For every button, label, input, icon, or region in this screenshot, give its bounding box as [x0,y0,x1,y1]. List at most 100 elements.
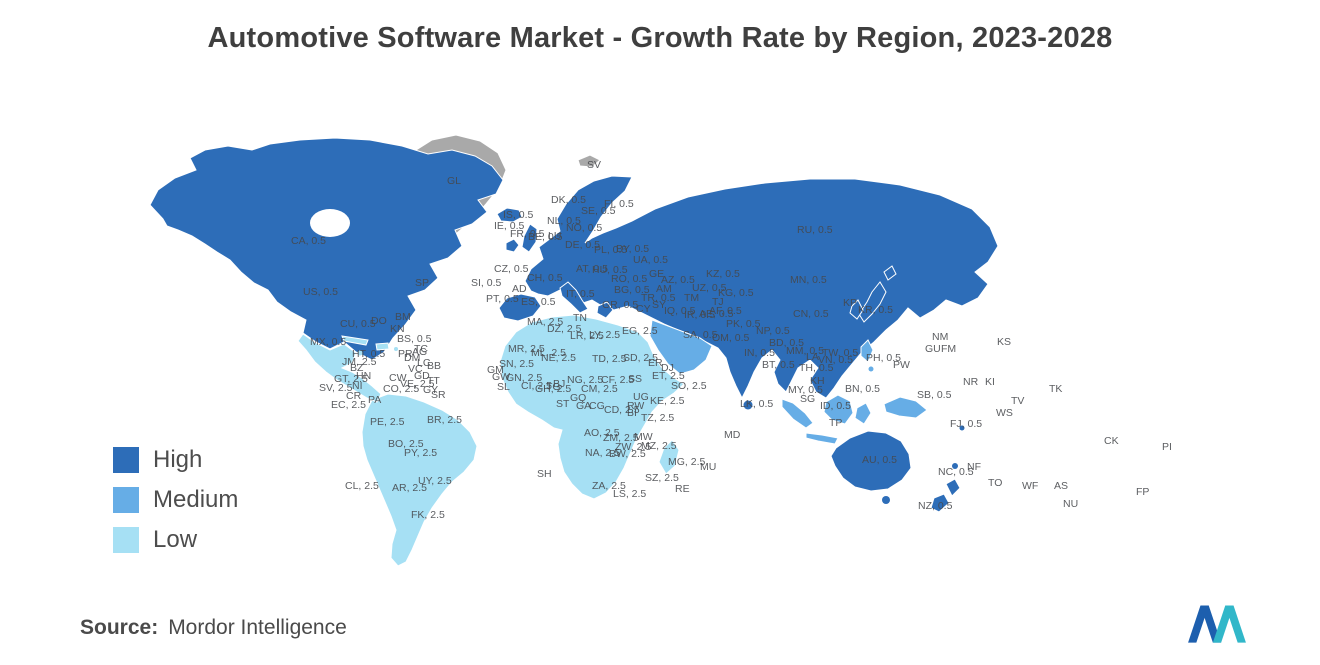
country-label: ST [556,398,570,410]
country-label: DK, 0.5 [551,194,586,206]
country-label: CZ, 0.5 [494,263,529,275]
country-label: NZ, 0.5 [918,500,953,512]
country-label: TZ, 2.5 [641,412,674,424]
country-label: CI, 2.5 [521,380,552,392]
source-label: Source: [80,616,159,639]
country-label: TV [1011,395,1024,407]
country-label: GH, 2.5 [535,383,571,395]
legend-item-high: High [113,446,238,474]
country-label: ID, 0.5 [820,400,851,412]
country-label: BZ [350,362,364,374]
country-label: PI [1162,441,1172,453]
country-label: CA, 0.5 [291,235,326,247]
country-label: ER [648,357,663,369]
country-label: IQ, 0.5 [664,305,696,317]
country-label: HN [356,370,371,382]
country-label: TO [988,477,1002,489]
country-label: KR, 0.5 [858,304,893,316]
country-label: KH [810,375,825,387]
landmass-italy [559,281,589,314]
country-label: NO, 0.5 [566,222,602,234]
landmass-svalbard [577,154,601,168]
country-label: BS, 0.5 [397,333,432,345]
country-label: WF [1022,480,1038,492]
country-label: CK [1104,435,1119,447]
country-label: BR, 2.5 [427,414,462,426]
country-label: LS, 2.5 [613,488,646,500]
landmass-central-america-mexico [297,333,382,403]
country-label: TJ [712,296,724,308]
country-label: KS [997,336,1011,348]
country-label: BB [427,360,441,372]
country-label: MN, 0.5 [790,274,827,286]
country-label: CG [589,400,605,412]
country-label: BY, 0.5 [616,243,649,255]
country-label: SG [800,393,815,405]
country-label: GA [576,400,591,412]
country-label: BG, 0.5 [614,284,650,296]
mordor-logo-mark [1188,605,1246,643]
country-label: GR, 0.5 [602,299,638,311]
country-label: US, 0.5 [303,286,338,298]
country-label: SE, 0.5 [581,205,616,217]
country-label: SR [431,389,446,401]
country-label: GQ [570,392,586,404]
country-label: GM [487,364,504,376]
country-label: BJ [553,378,565,390]
country-label: TC [414,343,428,355]
country-label: MA, 2.5 [527,316,563,328]
country-label: MM, 0.5 [786,345,824,357]
country-label: DO [371,315,387,327]
country-label: BN, 0.5 [845,383,880,395]
country-label: AE, 0.5 [699,308,734,320]
country-label: KN [390,323,405,335]
country-label: VC [408,363,423,375]
country-label: NF [967,461,981,473]
country-label: ES, 0.5 [521,296,556,308]
country-label: LC [417,357,431,369]
country-label: CD, 2.5 [604,404,640,416]
country-label: FP [1136,486,1149,498]
country-label: ML, 2.5 [531,347,566,359]
country-label: LK, 0.5 [740,398,773,410]
country-label: SA, 0.5 [683,329,718,341]
country-label: ZA, 2.5 [592,480,626,492]
country-label: AT, 0.5 [576,263,608,275]
country-label: GW [492,371,510,383]
legend-swatch-medium [113,487,139,513]
legend-swatch-low [113,527,139,553]
country-label: MW [634,431,653,443]
country-label: CR [346,390,362,402]
country-label: PK, 0.5 [726,318,761,330]
country-label: CY [636,303,651,315]
country-label: BO, 2.5 [388,438,424,450]
landmass-arabia [649,319,713,375]
country-label: FJ, 0.5 [950,418,982,430]
country-label: CL, 2.5 [345,480,379,492]
country-label: NC, 0.5 [938,466,974,478]
country-label: LA [806,351,819,363]
legend: High Medium Low [113,446,238,566]
country-label: PA [368,394,381,406]
landmass-japan-honshu [858,281,887,323]
country-label: RU, 0.5 [797,224,833,236]
country-label: JM, 2.5 [342,356,377,368]
country-label: ZW, 2.5 [615,441,651,453]
country-label: PT, 0.5 [486,293,519,305]
country-label: AG [412,346,427,358]
country-label: UY, 2.5 [418,475,452,487]
country-label: OM, 0.5 [712,332,750,344]
country-label: LY, 2.5 [589,329,620,341]
country-label: BI [627,407,637,419]
country-label: GU [925,343,941,355]
country-label: BW, 2.5 [609,448,646,460]
country-label: LR, 2.5 [570,330,604,342]
country-label: SN, 2.5 [499,358,534,370]
country-label: NM [932,331,948,343]
landmass-borneo [823,394,854,425]
country-label: SV, 2.5 [319,382,353,394]
country-label: BT, 0.5 [762,359,795,371]
landmass-cuba [341,335,369,346]
landmass-new-caledonia [952,463,958,469]
